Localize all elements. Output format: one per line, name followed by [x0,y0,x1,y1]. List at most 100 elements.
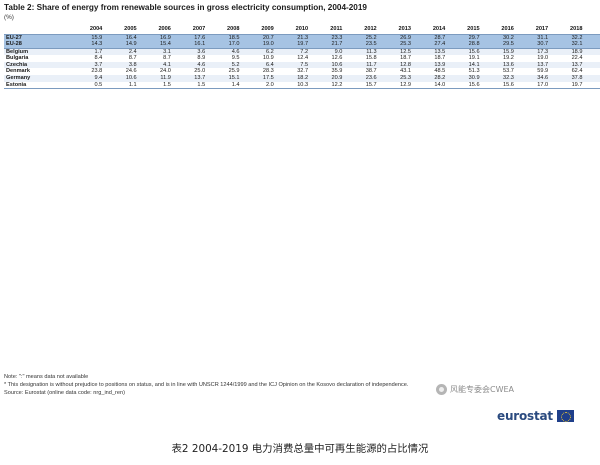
table-cell: 51.3 [447,68,482,76]
table-cell: 14.1 [447,61,482,69]
table-cell: 32.7 [275,68,311,76]
table-cell: 15.6 [447,48,482,56]
table-cell: 2.4 [104,48,139,56]
header-year: 2011 [310,25,345,35]
table-cell: 13.9 [412,61,448,69]
table-cell: 3.8 [104,61,139,69]
table-cell: 10.6 [104,75,139,82]
table-cell: 8.7 [104,55,139,62]
note-missing-data: Note: ":" means data not available [4,374,89,380]
header-year: 2015 [447,25,482,35]
table-cell: 22.0 [584,81,600,90]
table-cell: 31.1 [515,33,551,42]
table-cell: 28.2 [412,75,448,82]
table-cell: 38.7 [344,68,379,76]
table-row: Belgium 1.7 2.4 3.1 3.6 4.6 6.2 7.2 9.0 11.3 12.5 1… [4,48,600,56]
row-country: Belgium [4,48,70,56]
table-cell: 6.2 [241,48,276,56]
table-cell: 9.4 [70,75,105,82]
header-year: 2016 [481,25,516,35]
table-cell: 3.6 [172,48,208,56]
table-cell: 11.7 [344,61,379,69]
eurostat-logo: eurostat [497,407,574,425]
table-cell: 18.7 [378,55,413,62]
table-cell: 15.9 [70,33,105,42]
note-kosovo: * This designation is without prejudice … [4,382,409,389]
header-year: 2014 [412,25,448,35]
header-year: 2013 [378,25,413,35]
row-country: EU-28 [4,41,70,49]
table-cell: 3.7 [70,61,105,69]
table-cell: 35.9 [310,68,345,76]
table-cell: 11.3 [344,48,379,56]
table-row: Germany 9.4 10.6 11.9 13.7 15.1 17.5 18.2 20.9 23… [4,75,600,82]
row-country: Estonia [4,81,70,90]
row-country: Czechia [4,61,70,69]
table-cell: 8.4 [70,55,105,62]
table-cell: 0.5 [70,81,105,90]
table-cell: 21.3 [275,33,311,42]
header-year: 2017 [515,25,551,35]
table-cell: 20.8 [584,48,600,56]
table-cell: 13.7 [515,61,551,69]
table-cell: 43.1 [378,68,413,76]
table-cell: 30.7 [515,41,551,49]
table-cell: 5.2 [207,61,242,69]
table-container: 2004 2005 2006 2007 2008 2009 2010 2011 2012 2013… [4,25,600,90]
table-cell: 40.8 [584,75,600,82]
table-cell: 48.5 [412,68,448,76]
table-cell: 29.7 [447,33,482,42]
table-cell: 28.7 [412,33,448,42]
table-cell: 11.9 [138,75,173,82]
table-cell: 12.6 [310,55,345,62]
table-cell: 16.9 [138,33,173,42]
row-country: Bulgaria [4,55,70,62]
table-cell: 17.3 [515,48,551,56]
table-cell: 30.2 [481,33,516,42]
table-cell: 2.0 [241,81,276,90]
table-cell: 34.1 [584,33,600,42]
table-cell: 29.5 [481,41,516,49]
table-cell: 19.0 [515,55,551,62]
table-cell: 15.6 [481,81,516,90]
table-cell: 19.2 [481,55,516,62]
table-cell: 12.4 [275,55,311,62]
table-cell: 15.6 [447,81,482,90]
table-cell: 9.5 [207,55,242,62]
table-cell: 19.0 [241,41,276,49]
table-cell: 19.7 [275,41,311,49]
table-cell: 15.9 [481,48,516,56]
note-source: Source: Eurostat (online data code: nrg_… [4,390,125,397]
table-cell: 17.5 [241,75,276,82]
table-cell: 26.9 [378,33,413,42]
table-cell: 17.0 [515,81,551,90]
table-cell: 8.7 [138,55,173,62]
table-cell: 37.8 [550,75,585,82]
renewables-table: 2004 2005 2006 2007 2008 2009 2010 2011 2012 2013… [4,25,600,90]
table-cell: 25.2 [344,33,379,42]
table-cell: 22.4 [550,55,585,62]
table-cell: 18.9 [550,48,585,56]
table-cell: 15.8 [344,55,379,62]
watermark-text: 风能专委会CWEA [450,384,515,394]
table-cell: 1.7 [70,48,105,56]
table-cell: 23.8 [70,68,105,76]
table-cell: 10.6 [310,61,345,69]
table-cell: 16.1 [172,41,208,49]
table-cell: 18.5 [207,33,242,42]
table-row: EU-27 15.9 16.4 16.9 17.6 18.5 20.7 21.3 23.3 25.… [4,33,600,42]
table-cell: 10.3 [275,81,311,90]
table-cell: 20.7 [241,33,276,42]
table-cell: 14.3 [70,41,105,49]
table-cell: 1.5 [138,81,173,90]
table-cell: 8.9 [172,55,208,62]
table-cell: 19.1 [447,55,482,62]
table-cell: 18.2 [275,75,311,82]
table-body: EU-27 15.9 16.4 16.9 17.6 18.5 20.7 21.3 23.3 25.… [4,33,600,90]
table-row: Bulgaria 8.4 8.7 8.7 8.9 9.5 10.9 12.4 12.6 15.8 1… [4,55,600,62]
table-cell: 28.8 [447,41,482,49]
table-cell: 14.9 [104,41,139,49]
header-year: 2012 [344,25,379,35]
table-cell: 23.5 [344,41,379,49]
